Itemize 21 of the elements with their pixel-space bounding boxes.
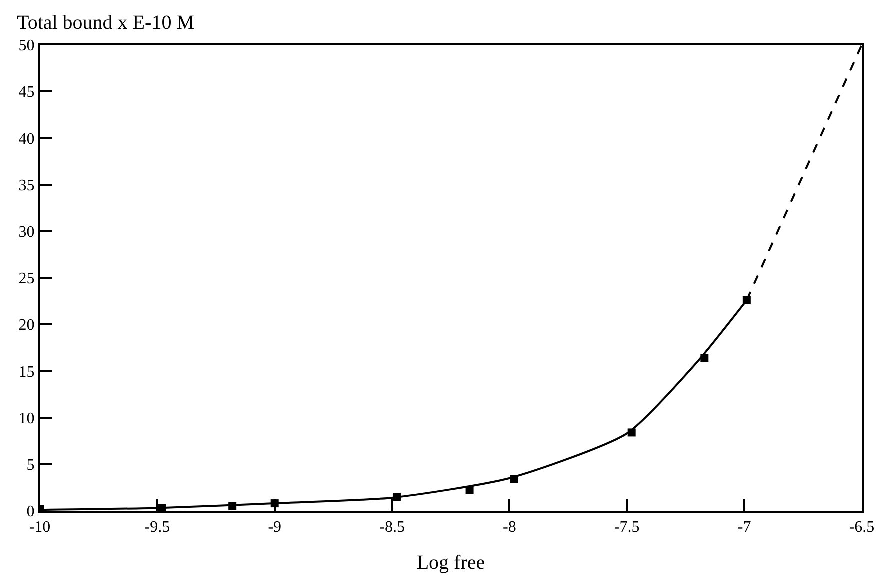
y-tick-label: 45 [18,84,35,102]
x-axis-title: Log free [416,552,486,574]
y-tick-label: 25 [18,270,35,288]
y-tick-label: 40 [18,130,35,148]
x-tick-label: -10 [29,519,51,536]
x-tick-label: -9 [268,519,282,536]
x-tick-label: -7.5 [614,519,640,536]
y-tick-label: 0 [26,504,35,521]
y-tick-label: 10 [18,410,35,428]
y-tick-label: 50 [18,38,35,55]
x-tick-label: -8.5 [380,519,405,536]
y-tick-label: 35 [18,177,35,194]
x-tick-label: -9.5 [144,519,170,536]
y-axis-title: Total bound x E-10 M [17,12,195,34]
y-tick-label: 5 [26,457,35,474]
x-tick-label: -8 [503,519,516,536]
x-tick-label: -7 [738,519,752,536]
x-tick-label: -6.5 [849,519,875,536]
y-tick-label: 15 [18,364,35,381]
y-tick-label: 30 [18,224,35,241]
y-tick-label: 20 [18,317,35,334]
